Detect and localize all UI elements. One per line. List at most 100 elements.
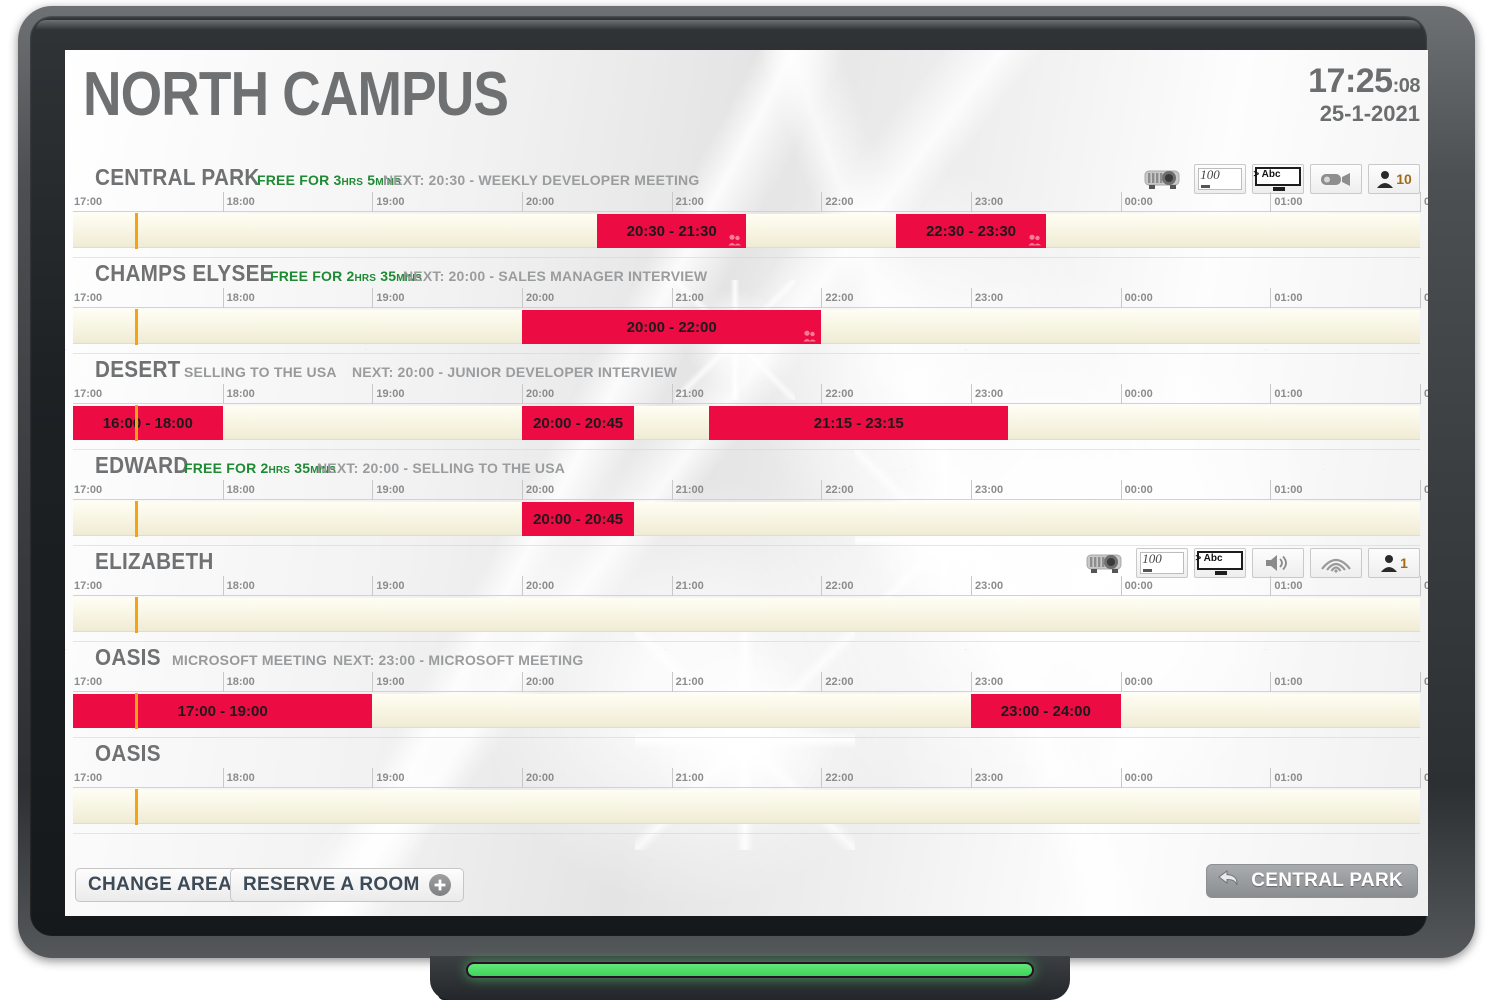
projector-icon xyxy=(1140,164,1188,194)
screen-icon: > Abc xyxy=(1194,548,1246,578)
time-axis: 17:00 18:00 19:00 20:00 21:00 22:00 23:00 00:00… xyxy=(73,192,1428,212)
room-timeline[interactable]: 20:00 - 20:45 xyxy=(73,501,1420,537)
time-tick: 01:00 xyxy=(1270,384,1302,404)
booking-label: 23:00 - 24:00 xyxy=(1000,702,1091,720)
room-timeline[interactable]: 17:00 - 19:00 23:00 - 24:00 xyxy=(73,693,1420,729)
time-tick: 23:00 xyxy=(971,480,1003,500)
screen-content: NORTH CAMPUS 17:25:08 25-1-2021 CENTRAL … xyxy=(65,50,1428,916)
change-area-label: CHANGE AREA xyxy=(88,874,233,895)
screen-background xyxy=(65,50,1428,916)
clock-seconds: :08 xyxy=(1392,75,1421,97)
room-row[interactable]: CENTRAL PARK FREE FOR 3HRS 5MINS NEXT: 20:… xyxy=(65,162,1428,258)
room-status: FREE FOR 2HRS 35MINS xyxy=(184,460,336,476)
time-tick: 21:00 xyxy=(671,384,704,404)
time-tick: 21:00 xyxy=(671,576,704,596)
room-row[interactable]: OASIS 17:00 18:00 19:00 20:00 21:00 22:00 23:00… xyxy=(65,738,1428,834)
booking-block[interactable]: 23:00 - 24:00 xyxy=(971,694,1121,728)
equipment-list: 100 > Abc 1 xyxy=(1082,548,1420,578)
header: NORTH CAMPUS 17:25:08 25-1-2021 xyxy=(65,50,1428,160)
time-tick: 17:00 xyxy=(74,772,103,784)
time-tick: 23:00 xyxy=(971,192,1003,212)
time-tick: 22:00 xyxy=(821,192,853,212)
room-next-meeting: NEXT: 20:30 - WEEKLY DEVELOPER MEETING xyxy=(383,172,700,188)
time-tick: 18:00 xyxy=(222,480,255,500)
time-tick: 01:00 xyxy=(1270,576,1302,596)
room-timeline[interactable]: 20:30 - 21:30 22:30 - 23:30 xyxy=(73,213,1420,249)
booking-block[interactable]: 20:30 - 21:30 xyxy=(596,214,747,248)
room-status-mid: 35 xyxy=(290,460,311,476)
back-to-room-button[interactable]: CENTRAL PARK xyxy=(1206,864,1418,898)
time-tick: 17:00 xyxy=(74,292,103,304)
room-status: MICROSOFT MEETING xyxy=(172,652,328,668)
room-row[interactable]: DESERT SELLING TO THE USA NEXT: 20:00 - JU… xyxy=(65,354,1428,450)
reserve-room-label: RESERVE A ROOM xyxy=(243,874,420,895)
time-tick: 02:00 xyxy=(1420,768,1428,788)
booking-block[interactable]: 20:00 - 22:00 xyxy=(522,310,822,344)
room-name: OASIS xyxy=(95,740,161,766)
room-timeline[interactable]: 20:00 - 22:00 xyxy=(73,309,1420,345)
room-row[interactable]: EDWARD FREE FOR 2HRS 35MINS NEXT: 20:00 - … xyxy=(65,450,1428,546)
booking-block[interactable]: 22:30 - 23:30 xyxy=(896,214,1046,248)
room-name: CENTRAL PARK xyxy=(95,164,260,190)
room-row[interactable]: CHAMPS ELYSEE FREE FOR 2HRS 35MINS NEXT: 2… xyxy=(65,258,1428,354)
clock: 17:25:08 25-1-2021 xyxy=(1308,64,1420,127)
status-led xyxy=(466,962,1034,978)
room-row[interactable]: ELIZABETH 100 > Abc 1 17:00 18:00 19:00 20:00 21… xyxy=(65,546,1428,642)
booking-label: 20:00 - 20:45 xyxy=(533,414,624,432)
booking-block[interactable]: 16:00 - 18:00 xyxy=(73,406,223,440)
time-tick: 17:00 xyxy=(74,388,103,400)
time-tick: 19:00 xyxy=(372,192,404,212)
row-divider xyxy=(73,737,1420,738)
room-status-mid: 5 xyxy=(363,172,376,188)
clock-hours-minutes: 17:25 xyxy=(1308,62,1393,100)
back-arrow-icon xyxy=(1217,868,1241,894)
row-divider xyxy=(73,257,1420,258)
time-tick: 22:00 xyxy=(821,768,853,788)
room-row[interactable]: OASIS MICROSOFT MEETING NEXT: 23:00 - MICR… xyxy=(65,642,1428,738)
room-status-text: FREE FOR 2 xyxy=(184,460,269,476)
room-name: CHAMPS ELYSEE xyxy=(95,260,274,286)
time-tick: 18:00 xyxy=(222,672,255,692)
room-timeline[interactable] xyxy=(73,789,1420,825)
time-axis: 17:00 18:00 19:00 20:00 21:00 22:00 23:00 00:00… xyxy=(73,384,1428,404)
time-tick: 00:00 xyxy=(1120,768,1153,788)
room-header: OASIS MICROSOFT MEETING NEXT: 23:00 - MICR… xyxy=(65,642,1428,672)
time-tick: 02:00 xyxy=(1420,672,1428,692)
time-tick: 17:00 xyxy=(74,484,103,496)
time-tick: 21:00 xyxy=(671,672,704,692)
speaker-icon xyxy=(1252,548,1304,578)
current-time-marker xyxy=(135,501,139,537)
time-tick: 22:00 xyxy=(821,288,853,308)
whiteboard-icon: 100 xyxy=(1136,548,1188,578)
reserve-room-button[interactable]: RESERVE A ROOM xyxy=(230,868,464,902)
room-timeline[interactable] xyxy=(73,597,1420,633)
time-tick: 00:00 xyxy=(1120,672,1153,692)
room-timeline[interactable]: 16:00 - 18:00 20:00 - 20:45 21:15 - 23:15 xyxy=(73,405,1420,441)
time-tick: 23:00 xyxy=(971,288,1003,308)
time-tick: 21:00 xyxy=(671,768,704,788)
time-tick: 02:00 xyxy=(1420,576,1428,596)
booking-block[interactable]: 21:15 - 23:15 xyxy=(709,406,1009,440)
room-header: EDWARD FREE FOR 2HRS 35MINS NEXT: 20:00 - … xyxy=(65,450,1428,480)
room-status: FREE FOR 2HRS 35MINS xyxy=(270,268,422,284)
capacity-icon: 10 xyxy=(1368,164,1420,194)
time-tick: 21:00 xyxy=(671,288,704,308)
current-time-marker xyxy=(135,405,139,441)
time-tick: 18:00 xyxy=(222,384,255,404)
time-tick: 23:00 xyxy=(971,384,1003,404)
time-tick: 23:00 xyxy=(971,672,1003,692)
current-time-marker xyxy=(135,597,139,633)
time-tick: 19:00 xyxy=(372,576,404,596)
booking-label: 16:00 - 18:00 xyxy=(102,414,193,432)
booking-block[interactable]: 17:00 - 19:00 xyxy=(73,694,373,728)
capacity-icon: 1 xyxy=(1368,548,1420,578)
time-tick: 01:00 xyxy=(1270,480,1302,500)
booking-block[interactable]: 20:00 - 20:45 xyxy=(522,502,635,536)
row-divider xyxy=(73,449,1420,450)
room-name: OASIS xyxy=(95,644,161,670)
booking-block[interactable]: 20:00 - 20:45 xyxy=(522,406,635,440)
room-name: EDWARD xyxy=(95,452,189,478)
current-time-marker xyxy=(135,789,139,825)
row-divider xyxy=(73,833,1420,834)
current-time-marker xyxy=(135,309,139,345)
